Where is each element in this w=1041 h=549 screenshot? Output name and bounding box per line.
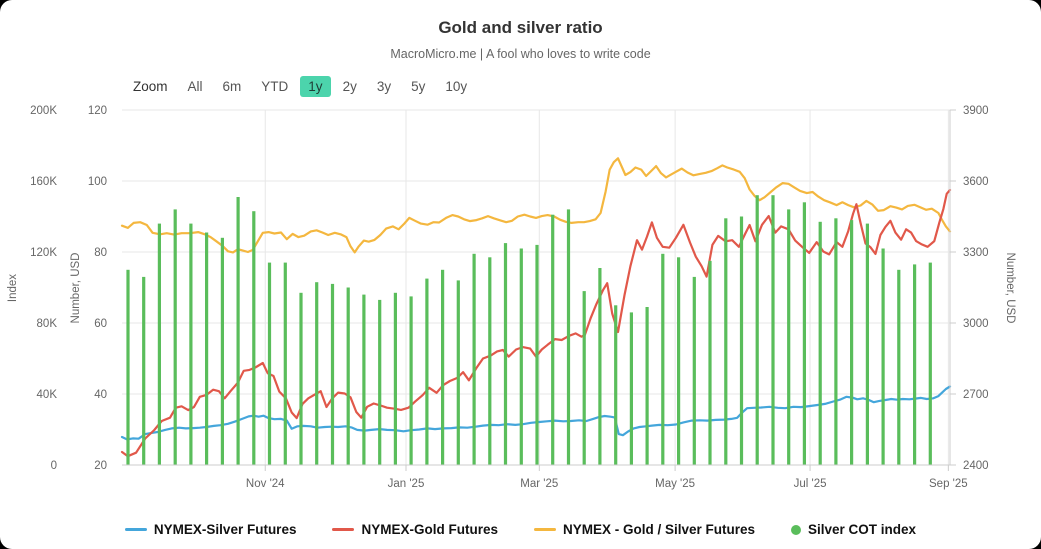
y-axis-right-label: 2700: [963, 389, 989, 401]
zoom-toolbar: Zoom All 6m YTD 1y 2y 3y 5y 10y: [133, 76, 475, 97]
y-axis-left-inner-label: 60: [94, 318, 107, 330]
y-axis-right-label: 2400: [963, 460, 989, 472]
range-button-all[interactable]: All: [180, 76, 211, 97]
legend-item-gold-futures[interactable]: NYMEX-Gold Futures: [332, 522, 498, 537]
y-axis-left-inner-label: 20: [94, 460, 107, 472]
legend: NYMEX-Silver Futures NYMEX-Gold Futures …: [0, 522, 1041, 537]
series-nymex-gold-silver-futures-line: [120, 157, 952, 254]
chart-title: Gold and silver ratio: [438, 18, 603, 37]
y-axis-left-outer-label: 160K: [30, 176, 57, 188]
legend-item-silver-cot-index[interactable]: Silver COT index: [791, 522, 916, 537]
y-axis-left-inner-label: 100: [88, 176, 107, 188]
range-button-5y[interactable]: 5y: [403, 76, 433, 97]
legend-label: NYMEX - Gold / Silver Futures: [562, 522, 756, 537]
series-silver-cot-index-bars: [126, 195, 932, 466]
range-button-3y[interactable]: 3y: [369, 76, 399, 97]
y-axis-left-outer-label: 40K: [37, 389, 58, 401]
zoom-label: Zoom: [133, 79, 168, 94]
y-axis-right-label: 3000: [963, 318, 989, 330]
range-button-ytd[interactable]: YTD: [253, 76, 296, 97]
y-axis-right-label: 3900: [963, 105, 989, 117]
gold-line-marker: [332, 528, 355, 531]
y-axis-title-number-usd-right: Number, USD: [1004, 253, 1016, 324]
x-axis-label: Jul '25: [794, 478, 827, 490]
cot-index-dot-marker: [791, 524, 802, 535]
legend-label: NYMEX-Gold Futures: [361, 522, 498, 537]
y-axis-title-index: Index: [7, 274, 19, 302]
legend-item-silver-futures[interactable]: NYMEX-Silver Futures: [124, 522, 297, 537]
x-axis-label: Jan '25: [388, 478, 425, 490]
y-axis-left-inner-label: 120: [88, 105, 107, 117]
y-axis-left-inner-label: 40: [94, 389, 107, 401]
x-axis-label: Sep '25: [929, 478, 968, 490]
x-axis-label: Nov '24: [246, 478, 285, 490]
range-button-10y[interactable]: 10y: [437, 76, 475, 97]
silver-line-marker: [124, 528, 147, 531]
range-button-1y[interactable]: 1y: [300, 76, 331, 97]
y-axis-left-inner-label: 80: [94, 247, 107, 259]
legend-item-gold-silver-ratio[interactable]: NYMEX - Gold / Silver Futures: [533, 522, 756, 537]
y-axis-right-label: 3600: [963, 176, 989, 188]
axis-lines: [122, 109, 956, 471]
legend-label: Silver COT index: [808, 522, 917, 537]
x-axis-label: Mar '25: [520, 478, 558, 490]
range-button-6m[interactable]: 6m: [215, 76, 250, 97]
legend-label: NYMEX-Silver Futures: [153, 522, 297, 537]
series-nymex-gold-futures-line: [120, 188, 952, 458]
y-axis-left-outer-label: 200K: [30, 105, 57, 117]
ratio-line-marker: [533, 528, 556, 531]
x-axis-label: May '25: [655, 478, 695, 490]
y-axis-left-outer-label: 120K: [30, 247, 57, 259]
range-button-2y[interactable]: 2y: [335, 76, 365, 97]
chart-subtitle: MacroMicro.me | A fool who loves to writ…: [390, 47, 651, 61]
y-axis-right-label: 3300: [963, 247, 989, 259]
y-axis-left-outer-label: 0: [51, 460, 57, 472]
y-axis-left-outer-label: 80K: [37, 318, 58, 330]
y-axis-title-number-usd-left: Number, USD: [70, 253, 82, 324]
